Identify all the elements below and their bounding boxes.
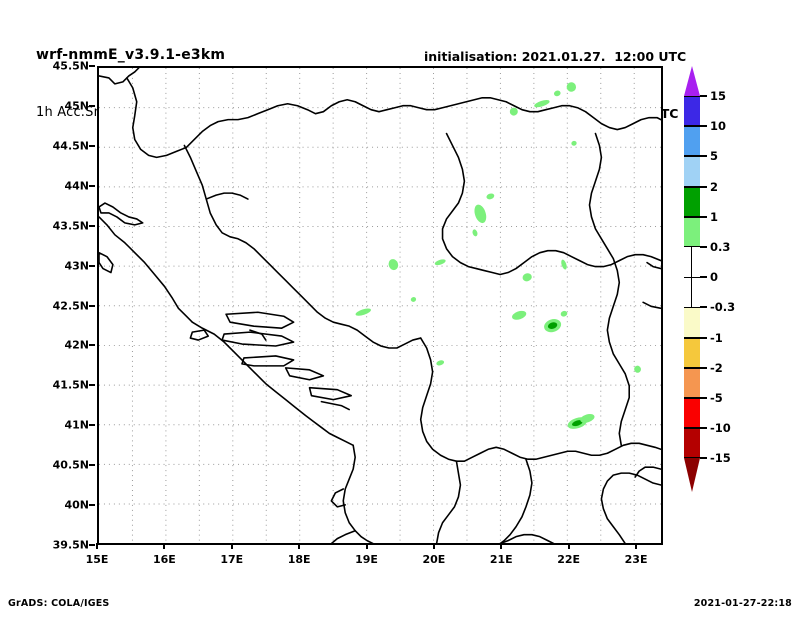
colorbar-segment: [684, 96, 700, 127]
colorbar-segment: [684, 156, 700, 187]
y-tick-label: 45N: [64, 99, 89, 113]
x-tick-mark: [230, 543, 233, 549]
colorbar-tick-mark: [700, 427, 707, 430]
colorbar-segment: [684, 186, 700, 217]
footer-credit: GrADS: COLA/IGES: [8, 598, 110, 609]
colorbar-tick-mark: [700, 397, 707, 399]
y-tick-label: 43N: [64, 259, 89, 273]
colorbar-tick-mark: [700, 95, 707, 97]
y-tick-label: 43.5N: [52, 219, 89, 233]
colorbar-tick-mark: [700, 185, 707, 188]
y-tick-label: 45.5N: [52, 59, 89, 73]
y-tick-mark: [89, 224, 95, 227]
y-tick-label: 40N: [64, 498, 89, 512]
y-tick-label: 44.5N: [52, 139, 89, 153]
colorbar-tick-mark: [700, 306, 707, 309]
colorbar-tick-mark: [700, 276, 707, 279]
y-tick-mark: [89, 504, 95, 507]
colorbar-tick-label: 0.3: [710, 240, 731, 254]
y-tick-mark: [89, 544, 95, 546]
y-tick-label: 41N: [64, 418, 89, 432]
x-tick-label: 23E: [624, 553, 648, 566]
x-tick-label: 19E: [355, 553, 378, 566]
y-tick-mark: [89, 144, 95, 147]
y-tick-label: 39.5N: [52, 538, 89, 552]
y-tick-mark: [89, 65, 95, 67]
colorbar-tick-label: -0.3: [710, 300, 736, 315]
colorbar-tick-mark: [700, 246, 707, 248]
colorbar-zero-line: [684, 277, 700, 279]
x-tick-mark: [298, 543, 301, 549]
colorbar-tick-label: -5: [710, 391, 723, 405]
colorbar-tick-label: 15: [710, 89, 727, 103]
x-tick-label: 22E: [557, 553, 581, 566]
y-tick-mark: [89, 464, 95, 467]
colorbar-legend[interactable]: 15 10 5 2 1 0.3 0 -0.3 -1 -2 -5 -10 -15: [684, 66, 735, 545]
x-tick-label: 20E: [422, 553, 446, 566]
colorbar-segment: [684, 428, 700, 459]
y-tick-label: 41.5N: [52, 378, 89, 392]
initialisation-label: initialisation: 2021.01.27. 12:00 UTC: [424, 49, 687, 64]
y-tick-mark: [89, 264, 95, 267]
colorbar-tick-label: -1: [710, 330, 723, 345]
colorbar-tick-mark: [700, 155, 707, 158]
y-tick-label: 44N: [64, 179, 89, 193]
colorbar-segment: [684, 367, 700, 398]
colorbar-tick-label: 2: [710, 179, 719, 194]
y-axis: 39.5N 40N 40.5N 41N 41.5N 42N 42.5N 43N 43.5N 44N…: [25, 60, 89, 552]
x-tick-mark: [96, 543, 98, 549]
y-tick-label: 42.5N: [52, 299, 89, 312]
colorbar-min-arrow: [684, 458, 700, 493]
y-tick-label: 42N: [64, 338, 89, 352]
x-tick-mark: [432, 543, 435, 549]
colorbar-tick-mark: [700, 125, 707, 128]
colorbar-tick-label: -15: [710, 451, 731, 466]
x-tick-mark: [635, 543, 638, 549]
colorbar-max-arrow: [684, 66, 700, 96]
x-tick-label: 18E: [287, 553, 311, 566]
y-tick-mark: [89, 344, 95, 347]
colorbar-tick-label: -2: [710, 360, 723, 375]
y-tick-mark: [89, 104, 95, 107]
x-tick-label: 21E: [489, 553, 513, 566]
colorbar-tick-label: 1: [710, 209, 719, 224]
x-tick-mark: [500, 543, 503, 549]
x-tick-label: 15E: [85, 553, 109, 566]
snow-accumulation-overlay: [355, 82, 641, 429]
colorbar-tick-mark: [700, 336, 707, 339]
colorbar-tick-mark: [700, 457, 707, 460]
y-tick-mark: [89, 184, 95, 187]
x-tick-label: 17E: [220, 553, 244, 566]
colorbar-tick-label: 10: [710, 119, 727, 134]
x-tick-mark: [365, 543, 368, 549]
colorbar-segment: [684, 216, 700, 247]
colorbar-tick-mark: [700, 366, 707, 369]
colorbar-tick-label: 5: [710, 149, 719, 164]
colorbar-tick-label: -10: [710, 421, 731, 436]
colorbar-tick-mark: [700, 215, 707, 218]
y-tick-mark: [89, 424, 95, 427]
colorbar-tick-label: 0: [710, 270, 719, 285]
colorbar-segment: [684, 307, 700, 338]
x-axis: 15E 16E 17E 18E 19E 20E 21E 22E 23E: [86, 543, 663, 571]
y-tick-mark: [89, 304, 95, 307]
x-tick-label: 16E: [152, 553, 176, 566]
colorbar-segment: [684, 398, 700, 429]
model-name-label: wrf-nmmE_v3.9.1-e3km: [36, 47, 226, 63]
footer-timestamp: 2021-01-27-22:18: [693, 598, 792, 609]
colorbar-segment: [684, 126, 700, 157]
coastline-and-borders: [99, 68, 661, 543]
y-tick-label: 40.5N: [52, 458, 89, 472]
x-tick-mark: [567, 543, 570, 549]
y-tick-mark: [89, 384, 95, 387]
x-tick-mark: [163, 543, 166, 549]
map-plot-area[interactable]: [97, 66, 663, 545]
colorbar-segment: [684, 337, 700, 368]
